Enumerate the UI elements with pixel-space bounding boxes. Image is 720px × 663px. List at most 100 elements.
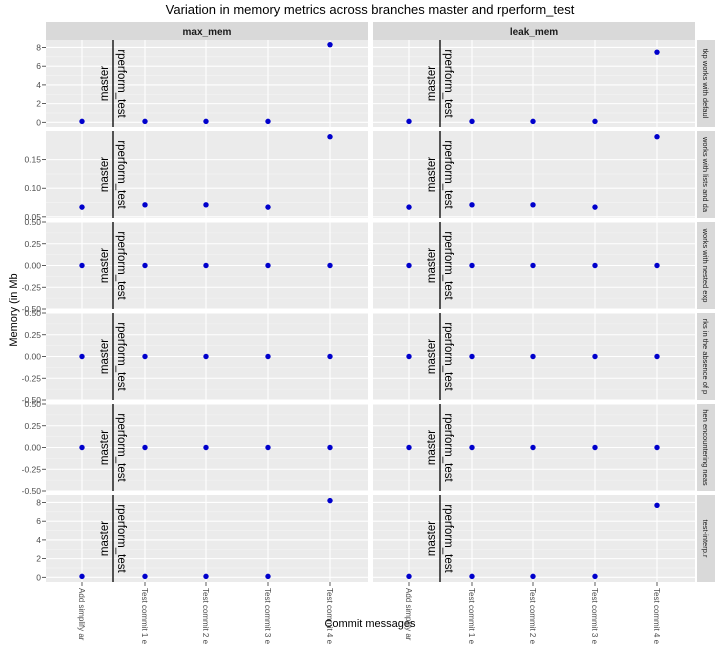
branch-label-master: master (426, 66, 438, 101)
branch-label-master: master (426, 521, 438, 556)
branch-label-master: master (99, 521, 111, 556)
data-point (142, 262, 148, 269)
data-point (654, 49, 660, 55)
data-point (203, 573, 209, 580)
data-point (265, 573, 271, 580)
x-tick-label: Add simplify ar (77, 588, 86, 641)
data-point (406, 204, 412, 210)
x-tick-label: Test commit 2 e (528, 588, 537, 645)
data-point (530, 202, 536, 208)
data-point (530, 353, 536, 360)
row-strip-label: works with lists and da (701, 136, 710, 213)
data-point (469, 353, 475, 360)
y-tick-label: 0.50 (24, 308, 41, 318)
data-point (469, 118, 475, 125)
x-axis-title: Commit messages (324, 618, 416, 630)
y-tick-label: 0 (36, 117, 41, 127)
data-point (142, 444, 148, 451)
data-point (203, 118, 209, 125)
y-tick-label: 8 (36, 497, 41, 507)
column-strip-max_mem (46, 22, 368, 40)
row-strip (697, 222, 715, 309)
branch-label-rperform-test: rperform_test (442, 322, 454, 391)
panel-background (46, 495, 368, 582)
branch-label-rperform-test: rperform_test (115, 49, 127, 118)
row-strip-label-clip: works with nested exp (701, 228, 710, 303)
x-tick-label: Test commit 3 e (263, 588, 272, 645)
y-tick-label: 0.50 (24, 399, 41, 409)
data-point (265, 118, 271, 125)
branch-label-rperform-test: rperform_test (442, 231, 454, 300)
data-point (265, 204, 271, 210)
y-tick-label: 6 (36, 516, 41, 526)
data-point (79, 573, 85, 580)
data-point (327, 353, 333, 360)
data-point (327, 262, 333, 269)
data-point (203, 444, 209, 451)
data-point (469, 262, 475, 269)
data-point (592, 118, 598, 125)
data-point (469, 444, 475, 451)
y-axis-title: Memory (in Mb (8, 273, 20, 346)
data-point (406, 118, 412, 125)
branch-label-rperform-test: rperform_test (442, 140, 454, 209)
branch-label-master: master (426, 430, 438, 465)
y-tick-label: 6 (36, 61, 41, 71)
data-point (654, 134, 660, 140)
data-point (654, 262, 660, 269)
branch-label-rperform-test: rperform_test (115, 140, 127, 209)
y-tick-label: 0.10 (24, 183, 41, 193)
data-point (654, 502, 660, 508)
panel-leak_mem-row-2: master rperform_test (373, 131, 695, 218)
branch-label-master: master (426, 248, 438, 283)
x-tick-label: Test commit 4 e (652, 588, 661, 645)
data-point (327, 134, 333, 140)
panel-leak_mem-row-3: master rperform_test (373, 221, 695, 310)
row-strip-label: hen encountering neas (701, 409, 710, 486)
y-tick-label: 0.00 (24, 261, 41, 271)
row-strip-label-clip: works with lists and da (701, 136, 710, 213)
panel-max_mem-row-4: master rperform_test (46, 312, 368, 401)
panel-max_mem-row-3: master rperform_test (46, 221, 368, 310)
x-tick-label: Test commit 1 e (140, 588, 149, 645)
row-strip (697, 40, 715, 127)
y-tick-label: 0.25 (24, 421, 41, 431)
data-point (654, 353, 660, 360)
data-point (142, 353, 148, 360)
branch-label-rperform-test: rperform_test (442, 49, 454, 118)
x-tick-label: Add simplify ar (404, 588, 413, 641)
panel-background (373, 40, 695, 127)
data-point (142, 573, 148, 580)
data-point (406, 262, 412, 269)
column-strip-label-max_mem: max_mem (183, 27, 232, 38)
y-tick-label: 0.50 (24, 217, 41, 227)
y-tick-label: 4 (36, 80, 41, 90)
data-point (79, 118, 85, 125)
panel-leak_mem-row-5: master rperform_test (373, 403, 695, 492)
y-tick-label: -0.25 (22, 464, 42, 474)
y-tick-label: -0.25 (22, 282, 42, 292)
data-point (530, 262, 536, 269)
branch-label-rperform-test: rperform_test (442, 413, 454, 482)
branch-label-master: master (99, 66, 111, 101)
data-point (592, 262, 598, 269)
branch-label-master: master (99, 248, 111, 283)
data-point (406, 353, 412, 360)
row-strip-label: works with nested exp (701, 228, 710, 303)
panel-max_mem-row-1: master rperform_test (46, 40, 368, 127)
branch-label-rperform-test: rperform_test (442, 504, 454, 573)
data-point (265, 353, 271, 360)
data-point (592, 204, 598, 210)
data-point (530, 444, 536, 451)
chart-title: Variation in memory metrics across branc… (166, 2, 575, 17)
panel-max_mem-row-6: master rperform_test (46, 495, 368, 582)
x-axis-ticks: Add simplify ar Test commit 1 e Test commi… (77, 582, 661, 645)
data-point (530, 118, 536, 125)
branch-label-master: master (426, 157, 438, 192)
branch-label-rperform-test: rperform_test (115, 322, 127, 391)
x-tick-label: Test commit 1 e (467, 588, 476, 645)
data-point (327, 41, 333, 48)
data-point (469, 573, 475, 580)
y-tick-label: -0.50 (22, 304, 42, 314)
